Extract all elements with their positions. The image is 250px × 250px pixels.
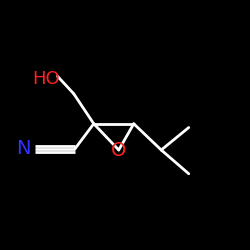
Text: O: O — [111, 140, 126, 160]
Text: N: N — [16, 139, 31, 158]
Text: HO: HO — [32, 70, 60, 88]
